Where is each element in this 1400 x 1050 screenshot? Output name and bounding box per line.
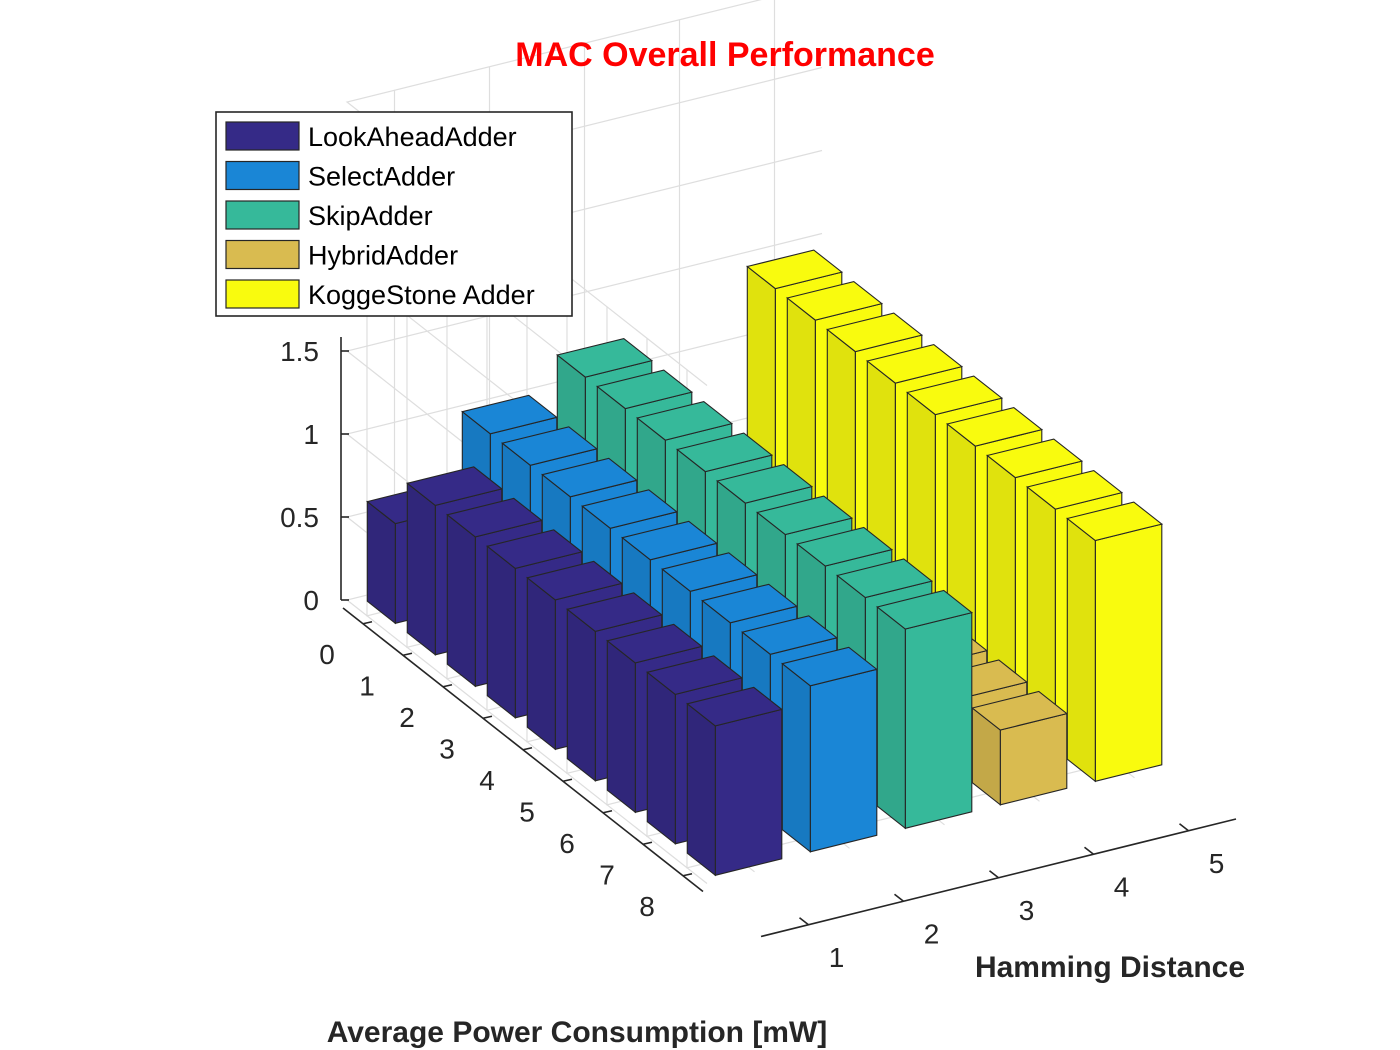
y-tick-label: 7 [599, 859, 615, 890]
y-tick-label: 2 [399, 702, 415, 733]
bar-side-face [446, 513, 476, 688]
x-tick-mark [1084, 846, 1094, 855]
bar [876, 589, 974, 830]
x-axis-title: Hamming Distance [975, 951, 1245, 984]
bar-side-face [876, 605, 906, 830]
bar-side-face [781, 662, 811, 853]
legend-label: SelectAdder [308, 162, 455, 192]
chart-title: MAC Overall Performance [515, 36, 935, 74]
bar-side-face [566, 608, 596, 782]
y-tick-mark [602, 809, 613, 814]
y-tick-mark [482, 715, 493, 720]
y-tick-label: 0 [319, 639, 335, 670]
y-axis-title: Average Power Consumption [mW] [327, 1016, 828, 1049]
bar-top-face [596, 369, 694, 410]
x-tick-label: 5 [1209, 848, 1225, 879]
legend-swatch [225, 239, 300, 270]
x-tick-mark [1179, 823, 1189, 832]
y-tick-mark [642, 841, 653, 846]
y-tick-label: 5 [519, 796, 535, 827]
bar-side-face [526, 576, 556, 751]
y-tick-mark [562, 778, 573, 783]
y-tick-mark [402, 652, 413, 657]
legend-swatch [225, 200, 300, 230]
bar-front-face [904, 611, 973, 830]
bar-front-face [809, 668, 878, 853]
bar [1066, 501, 1164, 783]
bar-side-face [1066, 517, 1096, 783]
bar-top-face [756, 495, 854, 536]
y-tick-label: 3 [439, 733, 455, 764]
bar-top-face [796, 526, 894, 567]
bar-top-face [636, 401, 734, 441]
bar-side-face [406, 482, 436, 656]
bar-side-face [606, 639, 636, 814]
y-tick-mark [682, 872, 693, 877]
bar [781, 646, 879, 853]
x-tick-mark [894, 893, 904, 902]
bar [971, 690, 1069, 806]
bar-top-face [906, 375, 1004, 416]
bar-top-face [676, 432, 774, 473]
legend-label: LookAheadAdder [308, 122, 517, 152]
y-tick-label: 6 [559, 828, 575, 859]
bar [686, 686, 784, 877]
z-tick-label: 0 [303, 585, 319, 616]
x-tick-mark [799, 917, 809, 926]
y-tick-label: 1 [359, 670, 375, 701]
bar-top-face [946, 407, 1044, 447]
bar-top-face [746, 249, 844, 290]
y-tick-mark [522, 746, 533, 751]
x-tick-label: 4 [1114, 871, 1130, 902]
bar-top-face [556, 338, 654, 378]
y-tick-label: 8 [639, 891, 655, 922]
bar-top-face [716, 464, 814, 504]
z-tick-label: 1.5 [280, 336, 319, 367]
z-tick-label: 1 [303, 419, 319, 450]
legend-label: HybridAdder [308, 241, 458, 271]
legend-label: SkipAdder [308, 201, 433, 231]
bar-top-face [986, 438, 1084, 479]
bar-top-face [1066, 501, 1164, 542]
bar-side-face [646, 671, 676, 845]
x-tick-label: 1 [829, 942, 845, 973]
legend-swatch [225, 279, 300, 309]
bar-top-face [836, 558, 934, 599]
bar-top-face [786, 281, 884, 321]
legend-label: KoggeStone Adder [308, 280, 535, 310]
legend-items: LookAheadAdder SelectAdder SkipAdder Hybrid… [225, 121, 535, 310]
bar-top-face [826, 312, 924, 353]
x-tick-mark [989, 870, 999, 879]
y-tick-mark [362, 620, 373, 625]
bar-side-face [486, 545, 516, 719]
x-tick-label: 2 [924, 918, 940, 949]
grid-line-z [345, 0, 762, 386]
y-tick-label: 4 [479, 765, 495, 796]
bar-side-face [686, 702, 716, 877]
bar-top-face [1026, 470, 1124, 510]
y-tick-mark [442, 683, 453, 688]
legend-swatch [225, 121, 300, 151]
z-tick-label: 0.5 [280, 502, 319, 533]
legend: LookAheadAdder SelectAdder SkipAdder Hybrid… [215, 111, 573, 317]
bar-top-face [866, 344, 964, 384]
bar-top-face [876, 589, 974, 630]
bar-front-face [1094, 523, 1163, 783]
bars-layer [366, 249, 1164, 877]
legend-swatch [225, 160, 300, 191]
bar-front-face [714, 708, 783, 877]
x-tick-label: 3 [1019, 895, 1035, 926]
